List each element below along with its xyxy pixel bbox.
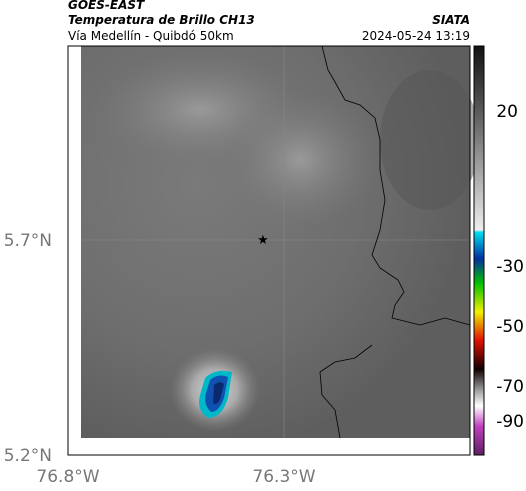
satellite-image (81, 46, 480, 438)
colorbar (473, 45, 485, 456)
location-star: ★ (257, 233, 269, 248)
x-tick-label: 76.3°W (252, 467, 315, 487)
colorbar-tick-label: -30 (496, 257, 524, 277)
subtitle: Temperatura de Brillo CH13 (68, 13, 255, 27)
y-tick-label: 5.7°N (4, 231, 52, 251)
colorbar-tick-label: -70 (496, 377, 524, 397)
colorbar-tick-label: -50 (496, 317, 524, 337)
datetime: 2024-05-24 13:19 (362, 29, 470, 43)
region: Vía Medellín - Quibdó 50km (68, 29, 234, 43)
border (319, 344, 373, 439)
colorbar-tick-label: -90 (496, 412, 524, 432)
x-tick-label: 76.8°W (36, 467, 99, 487)
y-tick-label: 5.2°N (4, 446, 52, 466)
map-frame (67, 45, 471, 456)
colorbar-tick-label: 20 (496, 102, 518, 122)
border (321, 45, 471, 326)
source: SIATA (432, 13, 470, 27)
title: GOES-EAST (68, 0, 145, 12)
